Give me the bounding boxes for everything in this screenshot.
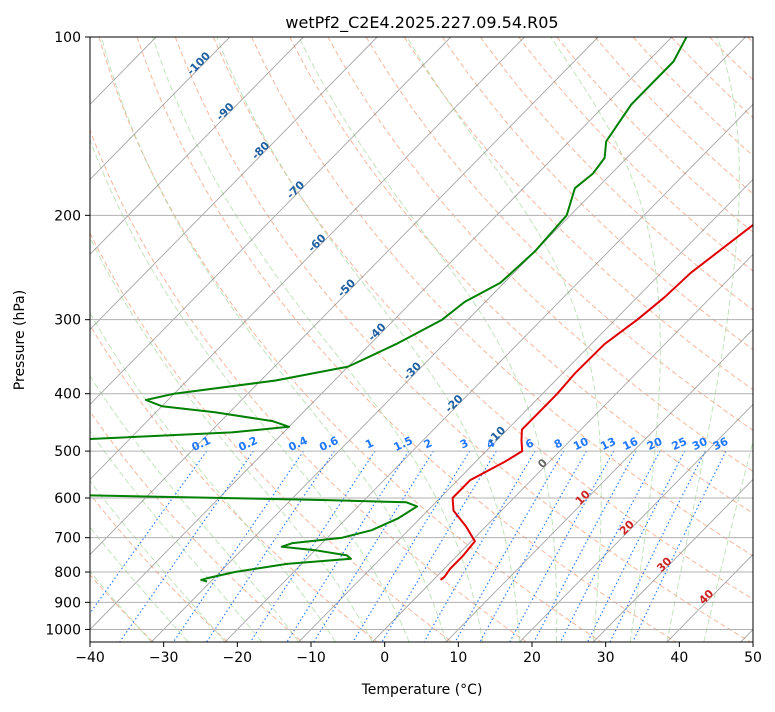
moist-adiabat-line — [59, 37, 409, 642]
isotherm-label: -20 — [442, 392, 465, 415]
y-tick-label: 800 — [54, 565, 81, 581]
isotherm-label: -30 — [401, 359, 424, 382]
isotherm-label: -80 — [249, 139, 272, 162]
mixing-ratio-label: 6 — [523, 436, 536, 451]
mixing-ratio-line — [610, 451, 705, 642]
isotherm-label: -70 — [284, 178, 307, 201]
dry-adiabat-line — [0, 37, 228, 642]
x-tick-label: 40 — [670, 650, 688, 666]
moist-adiabat-line — [0, 37, 299, 642]
dry-adiabat-line — [328, 37, 775, 642]
mixing-ratio-line — [480, 451, 587, 642]
isotherm-line — [0, 37, 9, 642]
x-tick-label: 0 — [380, 650, 389, 666]
mixing-ratio-label: 1 — [363, 436, 375, 451]
mixing-ratio-label: 36 — [711, 435, 731, 453]
dry-adiabat-line — [557, 37, 775, 642]
x-tick-label: −20 — [223, 650, 253, 666]
chart-title: wetPf2_C2E4.2025.227.09.54.R05 — [285, 13, 558, 33]
y-tick-label: 700 — [54, 531, 81, 547]
isotherm-line — [151, 37, 745, 642]
x-tick-label: 20 — [523, 650, 541, 666]
isotherm-line — [520, 37, 775, 642]
isotherm-label: 40 — [696, 587, 716, 607]
isotherm-label: -50 — [335, 276, 358, 299]
moist-adiabat-line — [551, 37, 661, 642]
y-tick-label: 200 — [54, 208, 81, 224]
x-tick-label: −40 — [75, 650, 105, 666]
dry-adiabat-line — [748, 37, 775, 642]
isotherm-line — [667, 37, 775, 642]
isotherm-line — [372, 37, 775, 642]
moist-adiabat-line — [299, 37, 557, 642]
dry-adiabat-line — [252, 37, 775, 642]
y-axis-label: Pressure (hPa) — [12, 290, 28, 390]
moist-adiabat-line — [0, 37, 336, 642]
x-axis-label: Temperature (°C) — [361, 682, 483, 698]
dry-adiabat-line — [366, 37, 775, 642]
mixing-ratio-label: 3 — [458, 436, 470, 451]
isotherm-label: -60 — [305, 231, 328, 254]
x-tick-label: 50 — [744, 650, 762, 666]
isotherm-line — [0, 37, 451, 642]
dry-adiabat-line — [710, 37, 775, 642]
dry-adiabat-line — [175, 37, 750, 642]
mixing-ratio-label: 8 — [552, 436, 564, 451]
mixing-ratio-label: 2 — [422, 436, 434, 451]
mixing-ratio-line — [382, 451, 496, 642]
mixing-ratio-line — [561, 451, 661, 642]
isotherm-line — [593, 37, 775, 642]
x-tick-label: −10 — [296, 650, 326, 666]
dry-adiabat-line — [213, 37, 775, 642]
mixing-ratio-label: 25 — [670, 435, 689, 453]
isotherm-label: 10 — [573, 487, 593, 507]
y-tick-label: 900 — [54, 595, 81, 611]
x-ticks: −40 −30 −20 −10 0 10 20 30 40 50 — [75, 642, 762, 666]
x-tick-label: −30 — [149, 650, 179, 666]
dry-adiabat-line — [671, 37, 775, 642]
mixing-ratio-line — [588, 451, 685, 642]
y-tick-label: 1000 — [45, 622, 81, 638]
moist-adiabat-line — [101, 37, 446, 642]
mixing-ratio-line — [534, 451, 636, 642]
mixing-ratio-line — [120, 451, 254, 642]
y-tick-label: 600 — [54, 491, 81, 507]
x-tick-label: 30 — [597, 650, 615, 666]
plot-frame — [90, 37, 753, 642]
reference-lines — [0, 37, 775, 642]
mixing-ratio-label: 16 — [621, 435, 641, 453]
grid-lines — [90, 37, 753, 629]
dry-adiabat-line — [61, 37, 527, 642]
x-tick-label: 10 — [449, 650, 467, 666]
isotherm-line — [0, 37, 524, 642]
moist-adiabat-line — [0, 37, 225, 642]
y-tick-label: 100 — [54, 30, 81, 46]
isotherm-line — [4, 37, 598, 642]
dry-adiabat-line — [519, 37, 775, 642]
dry-adiabat-line — [290, 37, 775, 642]
dry-adiabat-line — [0, 37, 302, 642]
isotherm-label: -100 — [184, 49, 213, 78]
mixing-ratio-line — [314, 451, 434, 642]
mixing-ratio-line — [510, 451, 614, 642]
mixing-ratio-label: 10 — [571, 435, 591, 453]
moist-adiabat-line — [667, 37, 739, 642]
y-tick-label: 400 — [54, 387, 81, 403]
isotherm-line — [225, 37, 775, 642]
isotherm-line — [0, 37, 230, 642]
y-tick-label: 500 — [54, 444, 81, 460]
dry-adiabat-line — [481, 37, 775, 642]
isotherm-label: -90 — [214, 100, 237, 123]
y-ticks: 100 200 300 400 500 600 700 800 900 1000 — [45, 30, 90, 638]
mixing-ratio-line — [424, 451, 535, 642]
mixing-ratio-line — [353, 451, 470, 642]
y-tick-label: 300 — [54, 313, 81, 329]
isotherm-label: -40 — [365, 320, 388, 343]
moist-adiabat-line — [217, 37, 520, 642]
moist-adiabat-line — [0, 37, 188, 642]
